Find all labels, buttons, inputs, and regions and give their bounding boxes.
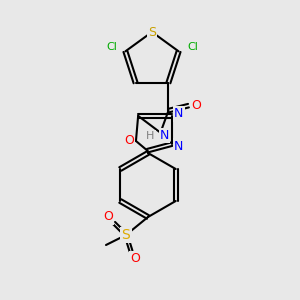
Text: S: S bbox=[122, 228, 130, 242]
Text: S: S bbox=[148, 26, 156, 38]
Text: N: N bbox=[174, 140, 184, 153]
Text: O: O bbox=[103, 211, 113, 224]
Text: H: H bbox=[146, 131, 154, 141]
Text: N: N bbox=[174, 107, 184, 120]
Text: N: N bbox=[160, 129, 169, 142]
Text: O: O bbox=[130, 253, 140, 266]
Text: Cl: Cl bbox=[106, 42, 117, 52]
Text: O: O bbox=[124, 134, 134, 148]
Text: Cl: Cl bbox=[187, 42, 198, 52]
Text: O: O bbox=[191, 99, 201, 112]
